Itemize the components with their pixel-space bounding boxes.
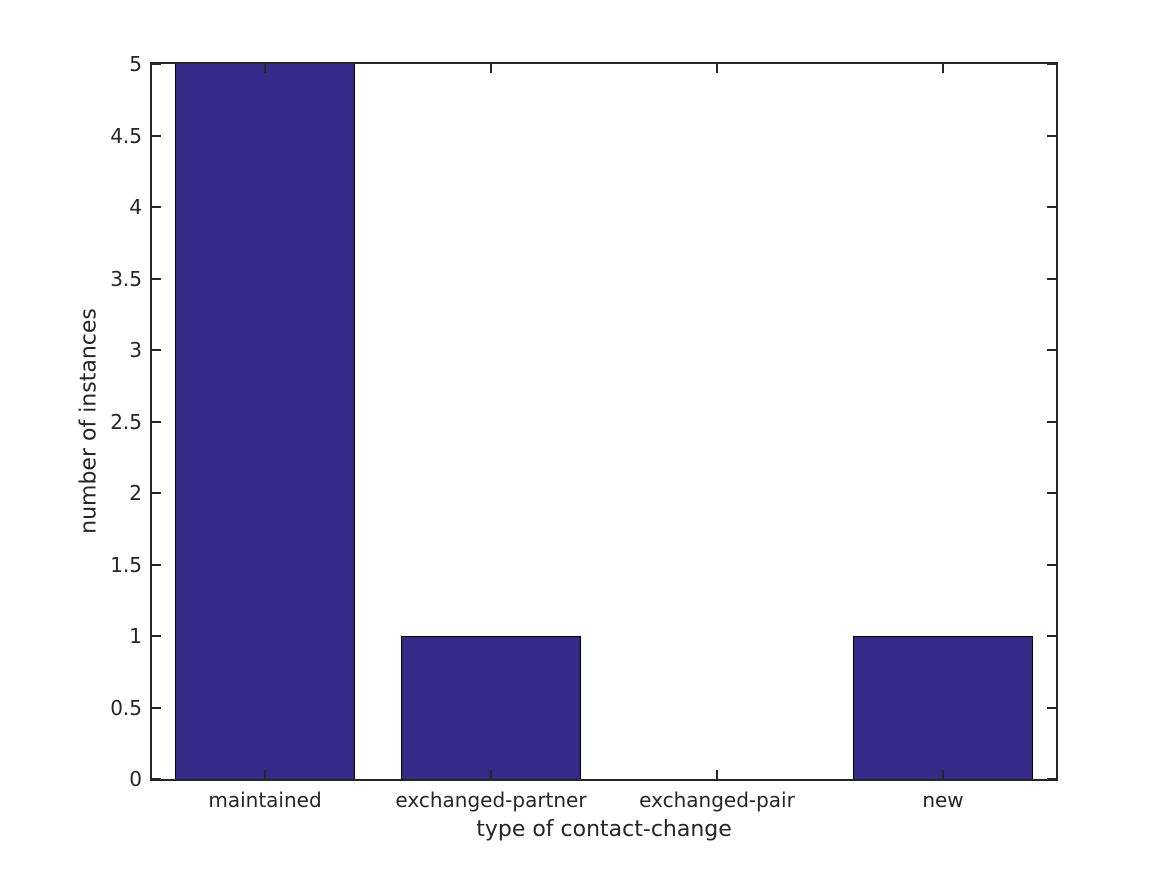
y-tick-label: 0: [129, 767, 142, 791]
x-tick-label-exchanged-partner: exchanged-partner: [395, 788, 587, 812]
x-tick-label-exchanged-pair: exchanged-pair: [639, 788, 795, 812]
y-tick-left: [152, 563, 161, 566]
x-axis-label: type of contact-change: [476, 817, 732, 842]
y-tick-right: [1047, 349, 1056, 351]
x-tick-bottom: [490, 770, 492, 779]
y-tick-right: [1047, 420, 1056, 423]
y-tick-label: 1: [129, 624, 142, 648]
y-tick-right: [1047, 63, 1056, 65]
y-tick-right: [1047, 635, 1056, 637]
y-tick-left: [152, 706, 161, 709]
bar-new: [852, 636, 1034, 779]
y-tick-label: 4: [129, 195, 142, 219]
x-tick-label-maintained: maintained: [208, 788, 322, 812]
y-tick-label: 4.5: [110, 123, 142, 148]
y-tick-left: [152, 420, 161, 423]
x-tick-top: [716, 64, 718, 73]
y-tick-left: [152, 635, 161, 637]
y-tick-right: [1047, 134, 1056, 137]
plot-inner: [152, 63, 1056, 780]
y-tick-label: 2: [129, 481, 142, 505]
y-tick-left: [152, 492, 161, 494]
y-tick-label: 5: [129, 52, 142, 76]
x-tick-top: [490, 64, 492, 73]
y-tick-left: [152, 134, 161, 137]
y-tick-left: [152, 277, 161, 280]
y-tick-right: [1047, 778, 1056, 780]
x-tick-bottom: [716, 770, 718, 779]
plot-area: [150, 62, 1058, 781]
x-tick-top: [942, 64, 944, 73]
y-tick-right: [1047, 492, 1056, 494]
x-tick-label-new: new: [922, 788, 964, 812]
y-tick-label: 1.5: [110, 552, 142, 577]
y-tick-right: [1047, 706, 1056, 709]
y-tick-label: 2.5: [110, 409, 142, 434]
y-tick-left: [152, 206, 161, 208]
y-tick-right: [1047, 277, 1056, 280]
y-tick-label: 3: [129, 338, 142, 362]
y-tick-left: [152, 63, 161, 65]
y-tick-left: [152, 349, 161, 351]
bar-exchanged-partner: [400, 636, 582, 779]
y-tick-label: 0.5: [110, 695, 142, 720]
x-tick-bottom: [942, 770, 944, 779]
x-tick-top: [264, 64, 266, 73]
y-tick-right: [1047, 563, 1056, 566]
x-tick-bottom: [264, 770, 266, 779]
y-tick-label: 3.5: [110, 266, 142, 291]
y-tick-right: [1047, 206, 1056, 208]
bar-maintained: [174, 64, 356, 779]
y-tick-left: [152, 778, 161, 780]
